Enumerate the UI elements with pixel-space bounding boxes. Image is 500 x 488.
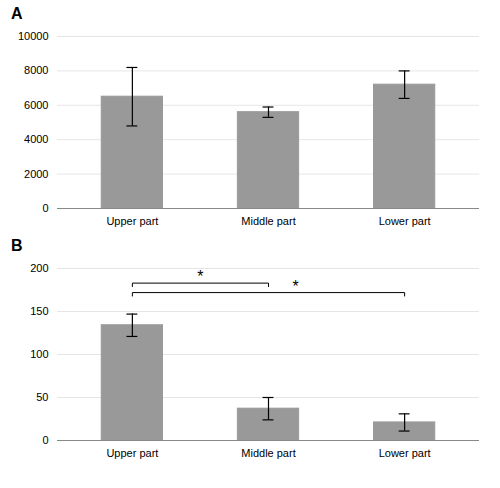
svg-text:Lower part: Lower part [379, 447, 431, 459]
svg-text:10000: 10000 [18, 30, 49, 42]
svg-text:6000: 6000 [24, 99, 48, 111]
svg-text:0: 0 [42, 202, 48, 214]
html-text:A: A [11, 5, 23, 22]
svg-text:Middle part: Middle part [241, 215, 295, 227]
html-text:B: B [11, 237, 23, 254]
svg-text:Lower part: Lower part [379, 215, 431, 227]
svg-text:0: 0 [42, 434, 48, 446]
svg-text:8000: 8000 [24, 64, 48, 76]
svg-text:Upper part: Upper part [106, 447, 158, 459]
svg-text:Middle part: Middle part [241, 447, 295, 459]
svg-text:*: * [293, 278, 299, 295]
svg-text:200: 200 [30, 262, 48, 274]
svg-text:Upper part: Upper part [106, 215, 158, 227]
svg-text:150: 150 [30, 305, 48, 317]
svg-text:*: * [197, 268, 203, 285]
svg-text:100: 100 [30, 348, 48, 360]
svg-text:4000: 4000 [24, 133, 48, 145]
svg-text:2000: 2000 [24, 168, 48, 180]
svg-text:50: 50 [36, 391, 48, 403]
